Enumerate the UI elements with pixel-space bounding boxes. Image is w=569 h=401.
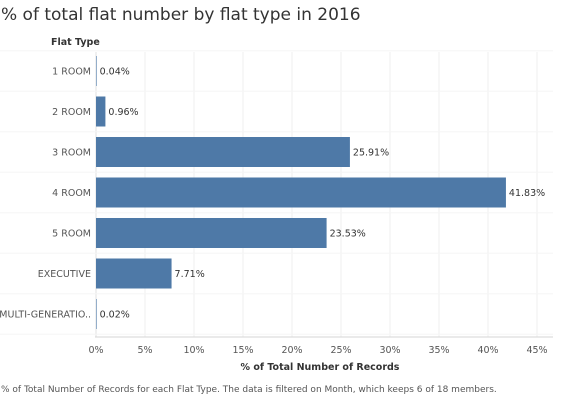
category-label: 2 ROOM xyxy=(52,107,91,118)
x-tick-label: 45% xyxy=(526,345,547,356)
value-label: 25.91% xyxy=(353,148,389,159)
category-label: 1 ROOM xyxy=(52,67,91,78)
value-label: 23.53% xyxy=(330,229,366,240)
value-label: 7.71% xyxy=(175,269,205,280)
chart-title: % of total flat number by flat type in 2… xyxy=(1,5,361,25)
bar[interactable] xyxy=(96,258,172,289)
x-tick-label: 15% xyxy=(232,345,253,356)
value-label: 41.83% xyxy=(509,188,545,199)
bar[interactable] xyxy=(96,137,350,167)
x-tick-label: 40% xyxy=(477,345,498,356)
category-label: EXECUTIVE xyxy=(38,269,91,280)
x-tick-label: 0% xyxy=(88,345,103,356)
x-tick-label: 5% xyxy=(137,345,152,356)
value-label: 0.02% xyxy=(100,310,130,321)
value-label: 0.04% xyxy=(100,67,130,78)
bar[interactable] xyxy=(96,177,506,208)
category-label: MULTI-GENERATIO.. xyxy=(0,310,91,321)
category-label: 3 ROOM xyxy=(52,148,91,159)
x-axis-title: % of Total Number of Records xyxy=(241,362,400,373)
x-tick-label: 10% xyxy=(183,345,204,356)
bar[interactable] xyxy=(96,96,106,127)
value-label: 0.96% xyxy=(108,107,138,118)
row-header-label: Flat Type xyxy=(51,37,100,48)
bar[interactable] xyxy=(96,56,97,86)
bar[interactable] xyxy=(96,218,327,248)
category-label: 5 ROOM xyxy=(52,229,91,240)
chart-footnote: % of Total Number of Records for each Fl… xyxy=(1,385,497,395)
x-tick-label: 20% xyxy=(281,345,302,356)
x-tick-label: 25% xyxy=(330,345,351,356)
category-label: 4 ROOM xyxy=(52,188,91,199)
x-tick-label: 35% xyxy=(428,345,449,356)
bar[interactable] xyxy=(96,299,97,329)
x-tick-label: 30% xyxy=(379,345,400,356)
